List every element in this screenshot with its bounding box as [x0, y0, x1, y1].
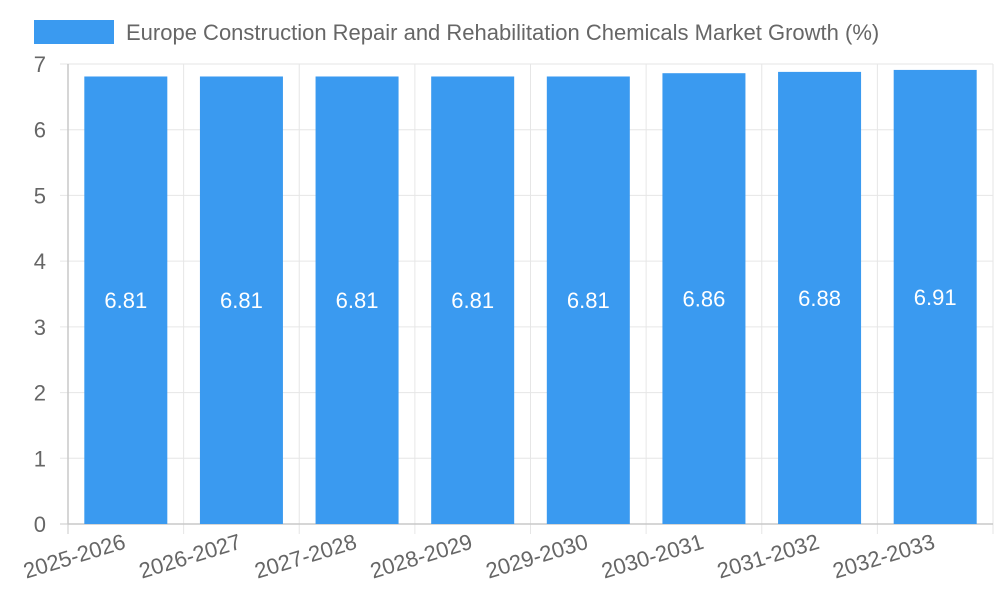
legend: Europe Construction Repair and Rehabilit…	[34, 20, 879, 45]
bar	[84, 76, 168, 524]
bars	[84, 69, 977, 525]
bar	[662, 73, 746, 524]
bar	[778, 71, 862, 524]
x-tick-label: 2030-2031	[598, 529, 706, 584]
bar	[315, 76, 399, 524]
y-tick-label: 3	[34, 315, 46, 340]
bar-value-label: 6.86	[683, 287, 726, 312]
y-tick-label: 6	[34, 118, 46, 143]
y-tick-label: 5	[34, 183, 46, 208]
x-tick-label: 2032-2033	[830, 529, 938, 584]
bar-value-label: 6.81	[567, 288, 610, 313]
y-tick-label: 0	[34, 512, 46, 537]
bar-value-label: 6.91	[914, 285, 957, 310]
bar-value-label: 6.81	[451, 288, 494, 313]
x-axis-tick-labels: 2025-2026 2026-2027 2027-2028 2028-2029 2029…	[20, 529, 937, 584]
x-tick-label: 2027-2028	[252, 529, 360, 584]
bar-value-label: 6.81	[104, 288, 147, 313]
y-tick-label: 2	[34, 381, 46, 406]
bar	[546, 76, 630, 524]
x-tick-label: 2029-2030	[483, 529, 591, 584]
y-axis-tick-labels: 0 1 2 3 4 5 6 7	[34, 52, 46, 537]
legend-label: Europe Construction Repair and Rehabilit…	[126, 20, 879, 45]
x-tick-label: 2028-2029	[367, 529, 475, 584]
bar	[199, 76, 283, 524]
bar	[893, 69, 977, 525]
bar-value-label: 6.81	[220, 288, 263, 313]
y-tick-label: 4	[34, 249, 46, 274]
bar-value-label: 6.88	[798, 286, 841, 311]
y-tick-label: 1	[34, 446, 46, 471]
x-tick-label: 2025-2026	[20, 529, 128, 584]
bar	[431, 76, 515, 524]
data-labels: 6.81 6.81 6.81 6.81 6.81 6.86 6.88 6.91	[104, 285, 956, 313]
y-tick-label: 7	[34, 52, 46, 77]
bar-value-label: 6.81	[336, 288, 379, 313]
legend-swatch	[34, 20, 114, 44]
x-tick-label: 2031-2032	[714, 529, 822, 584]
x-tick-label: 2026-2027	[136, 529, 244, 584]
